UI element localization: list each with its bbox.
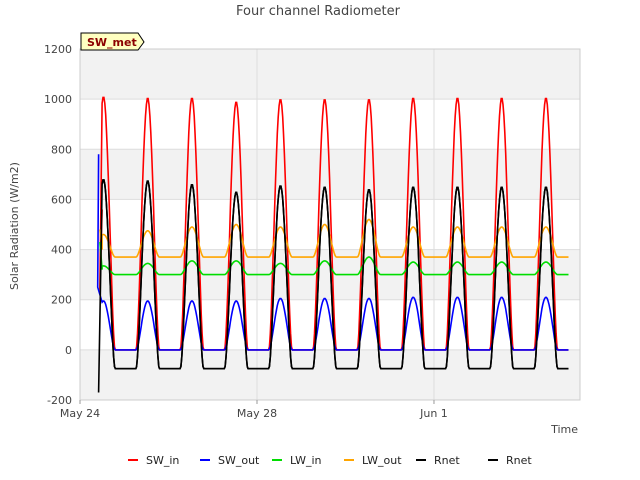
series-line-lw-in-2 (99, 241, 569, 276)
series-line-lw-out-3 (99, 218, 569, 258)
background-band (80, 349, 580, 400)
x-axis-ticks: May 24 May 28 Jun 1 (60, 400, 448, 420)
y-axis-ticks: -200 0 200 400 600 800 1000 1200 (44, 43, 72, 407)
x-tick-label: May 28 (237, 407, 277, 420)
legend-label: Rnet (506, 454, 532, 467)
legend: SW_in SW_out LW_in LW_out Rnet Rnet (128, 454, 532, 467)
y-tick-label: -200 (47, 394, 72, 407)
badge-label: SW_met (87, 36, 137, 49)
y-tick-label: 600 (51, 193, 72, 206)
plot-frame (79, 48, 581, 401)
y-tick-label: 400 (51, 244, 72, 257)
series-line-rnet-5 (101, 179, 569, 370)
y-tick-label: 1000 (44, 93, 72, 106)
legend-label: LW_in (290, 454, 322, 467)
chart-title: Four channel Radiometer (236, 4, 401, 19)
background-band (80, 49, 580, 100)
badge-shape (80, 32, 145, 51)
x-tick-label: Jun 1 (419, 407, 448, 420)
y-tick-label: 800 (51, 143, 72, 156)
sw-met-badge: SW_met (80, 32, 145, 51)
legend-label: Rnet (434, 454, 460, 467)
x-axis-title: Time (550, 423, 578, 436)
series-layer (96, 96, 569, 393)
legend-label: SW_in (146, 454, 179, 467)
y-axis-title: Solar Radiation (W/m2) (8, 162, 21, 290)
y-tick-label: 0 (65, 344, 72, 357)
x-tick-label: May 24 (60, 407, 100, 420)
y-tick-label: 1200 (44, 43, 72, 56)
y-tick-label: 200 (51, 294, 72, 307)
legend-label: SW_out (218, 454, 260, 467)
legend-label: LW_out (362, 454, 402, 467)
